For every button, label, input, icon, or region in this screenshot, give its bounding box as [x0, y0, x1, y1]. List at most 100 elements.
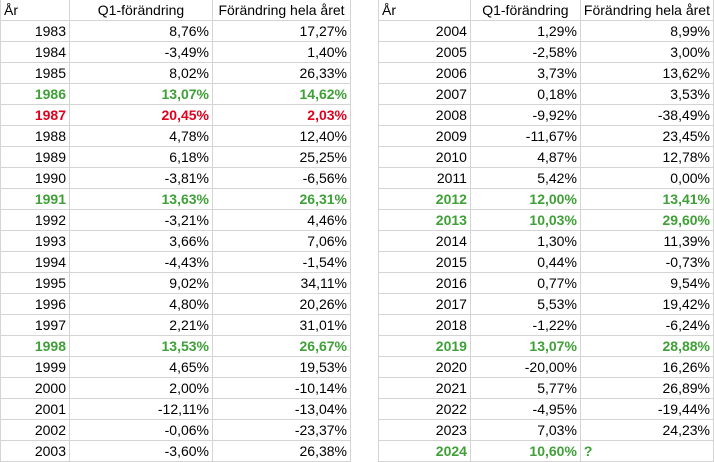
year-cell: 1995	[0, 272, 70, 294]
full-year-change-cell: -6,24%	[579, 314, 714, 336]
table-row: 2012 12,00% 13,41%	[378, 188, 714, 210]
full-year-change-cell: 16,26%	[579, 356, 714, 378]
q1-change-cell: 3,73%	[469, 62, 581, 84]
full-year-change-cell: -23,37%	[212, 419, 351, 441]
table-row: 2000 2,00% -10,14%	[0, 377, 351, 399]
table-row: 2022 -4,95% -19,44%	[378, 398, 714, 420]
table-row: 1994 -4,43% -1,54%	[0, 251, 351, 273]
year-cell: 1990	[0, 167, 70, 189]
table-row: 2014 1,30% 11,39%	[378, 230, 714, 252]
year-cell: 1983	[0, 20, 70, 42]
q1-change-cell: 12,00%	[469, 188, 581, 210]
table-row: 2003 -3,60% 26,38%	[0, 440, 351, 462]
left-table: År Q1-förändring Förändring hela året 19…	[0, 0, 351, 462]
year-cell: 1997	[0, 314, 70, 336]
full-year-change-cell: 14,62%	[212, 83, 351, 105]
table-row: 2015 0,44% -0,73%	[378, 251, 714, 273]
q1-change-cell: 2,21%	[69, 314, 213, 336]
full-year-change-cell: 13,41%	[579, 188, 714, 210]
full-year-change-cell: 3,00%	[579, 41, 714, 63]
q1-change-cell: -2,58%	[469, 41, 581, 63]
year-cell: 2008	[378, 104, 471, 126]
q1-change-cell: -3,81%	[69, 167, 213, 189]
q1-change-cell: 13,07%	[469, 335, 581, 357]
year-cell: 2010	[378, 146, 471, 168]
year-cell: 2018	[378, 314, 471, 336]
table-row: 1988 4,78% 12,40%	[0, 125, 351, 147]
left-header-row: År Q1-förändring Förändring hela året	[0, 0, 351, 21]
q1-change-cell: 1,30%	[469, 230, 581, 252]
year-cell: 2007	[378, 83, 471, 105]
q1-change-cell: 5,77%	[469, 377, 581, 399]
year-cell: 1994	[0, 251, 70, 273]
year-cell: 2021	[378, 377, 471, 399]
full-year-change-cell: 26,33%	[212, 62, 351, 84]
year-cell: 1992	[0, 209, 70, 231]
table-row: 2016 0,77% 9,54%	[378, 272, 714, 294]
q1-change-cell: 0,44%	[469, 251, 581, 273]
header-full-year: Förändring hela året	[579, 0, 714, 21]
q1-change-cell: 2,00%	[69, 377, 213, 399]
header-q1: Q1-förändring	[469, 0, 581, 21]
year-cell: 2003	[0, 440, 70, 462]
year-cell: 2019	[378, 335, 471, 357]
q1-change-cell: -20,00%	[469, 356, 581, 378]
full-year-change-cell: 1,40%	[212, 41, 351, 63]
full-year-change-cell: 25,25%	[212, 146, 351, 168]
year-cell: 2012	[378, 188, 471, 210]
table-row: 2006 3,73% 13,62%	[378, 62, 714, 84]
q1-change-cell: 8,76%	[69, 20, 213, 42]
left-table-body: År Q1-förändring Förändring hela året 19…	[0, 0, 351, 462]
full-year-change-cell: 2,03%	[212, 104, 351, 126]
full-year-change-cell: -10,14%	[212, 377, 351, 399]
full-year-change-cell: 29,60%	[579, 209, 714, 231]
table-row: 2019 13,07% 28,88%	[378, 335, 714, 357]
table-row: 2017 5,53% 19,42%	[378, 293, 714, 315]
table-row: 1983 8,76% 17,27%	[0, 20, 351, 42]
q1-change-cell: -3,60%	[69, 440, 213, 462]
full-year-change-cell: 11,39%	[579, 230, 714, 252]
full-year-change-cell: 17,27%	[212, 20, 351, 42]
year-cell: 2006	[378, 62, 471, 84]
header-q1: Q1-förändring	[69, 0, 213, 21]
year-cell: 2017	[378, 293, 471, 315]
table-row: 1991 13,63% 26,31%	[0, 188, 351, 210]
table-row: 2020 -20,00% 16,26%	[378, 356, 714, 378]
year-cell: 2001	[0, 398, 70, 420]
table-row: 1990 -3,81% -6,56%	[0, 167, 351, 189]
year-cell: 1991	[0, 188, 70, 210]
table-row: 2002 -0,06% -23,37%	[0, 419, 351, 441]
table-row: 1997 2,21% 31,01%	[0, 314, 351, 336]
table-row: 1995 9,02% 34,11%	[0, 272, 351, 294]
year-cell: 1984	[0, 41, 70, 63]
full-year-change-cell: 26,31%	[212, 188, 351, 210]
q1-change-cell: -3,49%	[69, 41, 213, 63]
full-year-change-cell: 4,46%	[212, 209, 351, 231]
year-cell: 1987	[0, 104, 70, 126]
table-row: 2008 -9,92% -38,49%	[378, 104, 714, 126]
q1-change-cell: 10,60%	[469, 440, 581, 462]
full-year-change-cell: ?	[579, 440, 714, 462]
year-cell: 1989	[0, 146, 70, 168]
table-row: 1986 13,07% 14,62%	[0, 83, 351, 105]
q1-change-cell: 8,02%	[69, 62, 213, 84]
table-row: 2013 10,03% 29,60%	[378, 209, 714, 231]
table-row: 1996 4,80% 20,26%	[0, 293, 351, 315]
q1-change-cell: 7,03%	[469, 419, 581, 441]
full-year-change-cell: -13,04%	[212, 398, 351, 420]
year-cell: 1986	[0, 83, 70, 105]
full-year-change-cell: 3,53%	[579, 83, 714, 105]
year-cell: 1999	[0, 356, 70, 378]
full-year-change-cell: 13,62%	[579, 62, 714, 84]
table-row: 1989 6,18% 25,25%	[0, 146, 351, 168]
q1-change-cell: 4,80%	[69, 293, 213, 315]
q1-change-cell: 20,45%	[69, 104, 213, 126]
q1-change-cell: -3,21%	[69, 209, 213, 231]
full-year-change-cell: 31,01%	[212, 314, 351, 336]
table-row: 2001 -12,11% -13,04%	[0, 398, 351, 420]
full-year-change-cell: 8,99%	[579, 20, 714, 42]
full-year-change-cell: 12,40%	[212, 125, 351, 147]
q1-change-cell: 13,63%	[69, 188, 213, 210]
q1-change-cell: -0,06%	[69, 419, 213, 441]
full-year-change-cell: -1,54%	[212, 251, 351, 273]
